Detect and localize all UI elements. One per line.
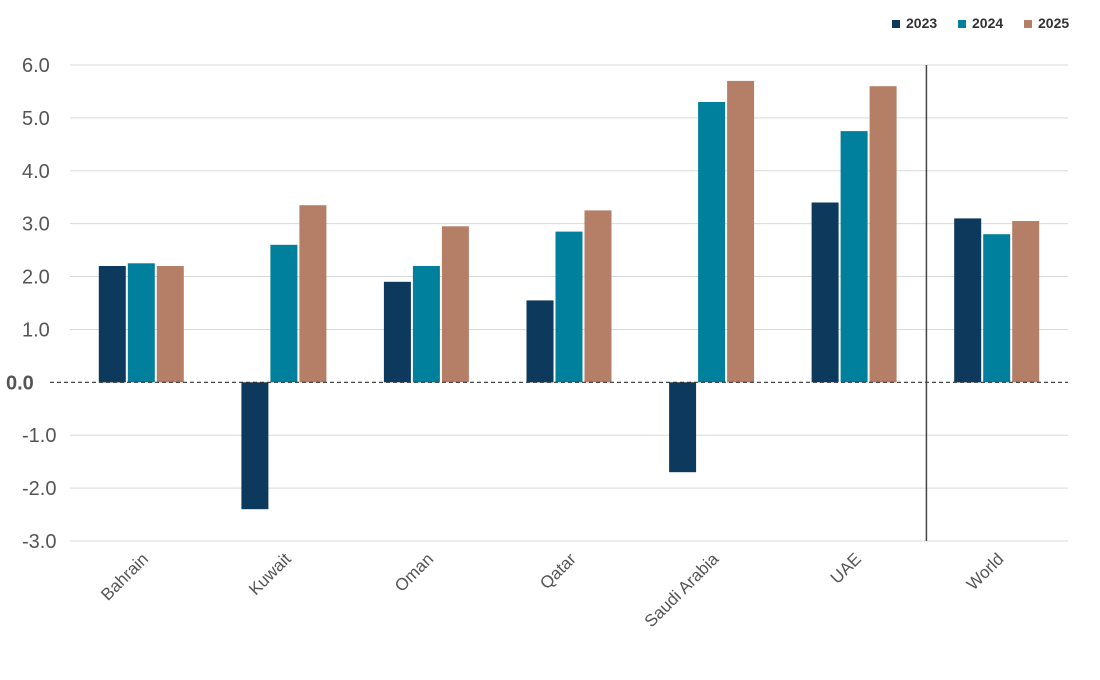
bar-2025-world <box>1012 221 1040 383</box>
bar-2024-oman <box>412 266 440 383</box>
x-tick-label: World <box>963 549 1008 594</box>
y-tick-label: 3.0 <box>22 214 50 236</box>
legend-label-2025: 2025 <box>1038 15 1069 31</box>
x-axis-ticks: Bahrain Kuwait Oman Qatar Saudi Arabia UAE Wor… <box>97 549 1007 631</box>
y-tick-label: 0.0 <box>6 372 34 394</box>
bars <box>98 80 1040 510</box>
bar-2023-qatar <box>526 300 554 383</box>
bar-2024-world <box>983 234 1011 383</box>
x-tick-label: Oman <box>391 549 437 595</box>
bar-2025-oman <box>441 226 469 383</box>
x-tick-label: UAE <box>827 549 865 587</box>
bar-2023-kuwait <box>241 382 269 510</box>
y-axis-ticks: 6.0 5.0 4.0 3.0 2.0 1.0 0.0 -1.0 -2.0 -3.0 <box>6 55 56 553</box>
y-tick-label: -3.0 <box>22 531 56 553</box>
x-tick-label: Bahrain <box>97 549 152 604</box>
bar-2025-kuwait <box>299 205 327 383</box>
y-tick-label: 5.0 <box>22 108 50 130</box>
bar-2024-kuwait <box>270 244 298 383</box>
x-tick-label: Qatar <box>536 549 580 593</box>
y-tick-label: -2.0 <box>22 478 56 500</box>
y-tick-label: 1.0 <box>22 319 50 341</box>
bar-2025-uae <box>869 86 897 383</box>
bar-2023-bahrain <box>98 266 126 383</box>
x-tick-label: Kuwait <box>245 549 295 599</box>
bar-2023-oman <box>383 281 411 383</box>
bar-2025-qatar <box>584 210 612 383</box>
bar-2025-bahrain <box>156 266 184 383</box>
bar-2024-qatar <box>555 231 583 383</box>
bar-2024-uae <box>840 131 868 383</box>
bar-2024-saudi-arabia <box>698 102 726 383</box>
x-tick-label: Saudi Arabia <box>641 549 723 631</box>
legend-label-2024: 2024 <box>972 15 1003 31</box>
y-tick-label: 2.0 <box>22 267 50 289</box>
bar-2023-world <box>954 218 982 383</box>
legend-label-2023: 2023 <box>906 15 937 31</box>
y-tick-label: 4.0 <box>22 161 50 183</box>
bar-2023-saudi-arabia <box>669 382 697 473</box>
y-tick-label: 6.0 <box>22 55 50 77</box>
bar-2025-saudi-arabia <box>727 80 755 383</box>
legend-swatch-2024 <box>958 20 966 28</box>
y-tick-label: -1.0 <box>22 425 56 447</box>
legend-swatch-2023 <box>892 20 900 28</box>
legend: 2023 2024 2025 <box>892 15 1069 31</box>
bar-2023-uae <box>811 202 839 383</box>
legend-swatch-2025 <box>1024 20 1032 28</box>
bar-2024-bahrain <box>127 263 155 383</box>
